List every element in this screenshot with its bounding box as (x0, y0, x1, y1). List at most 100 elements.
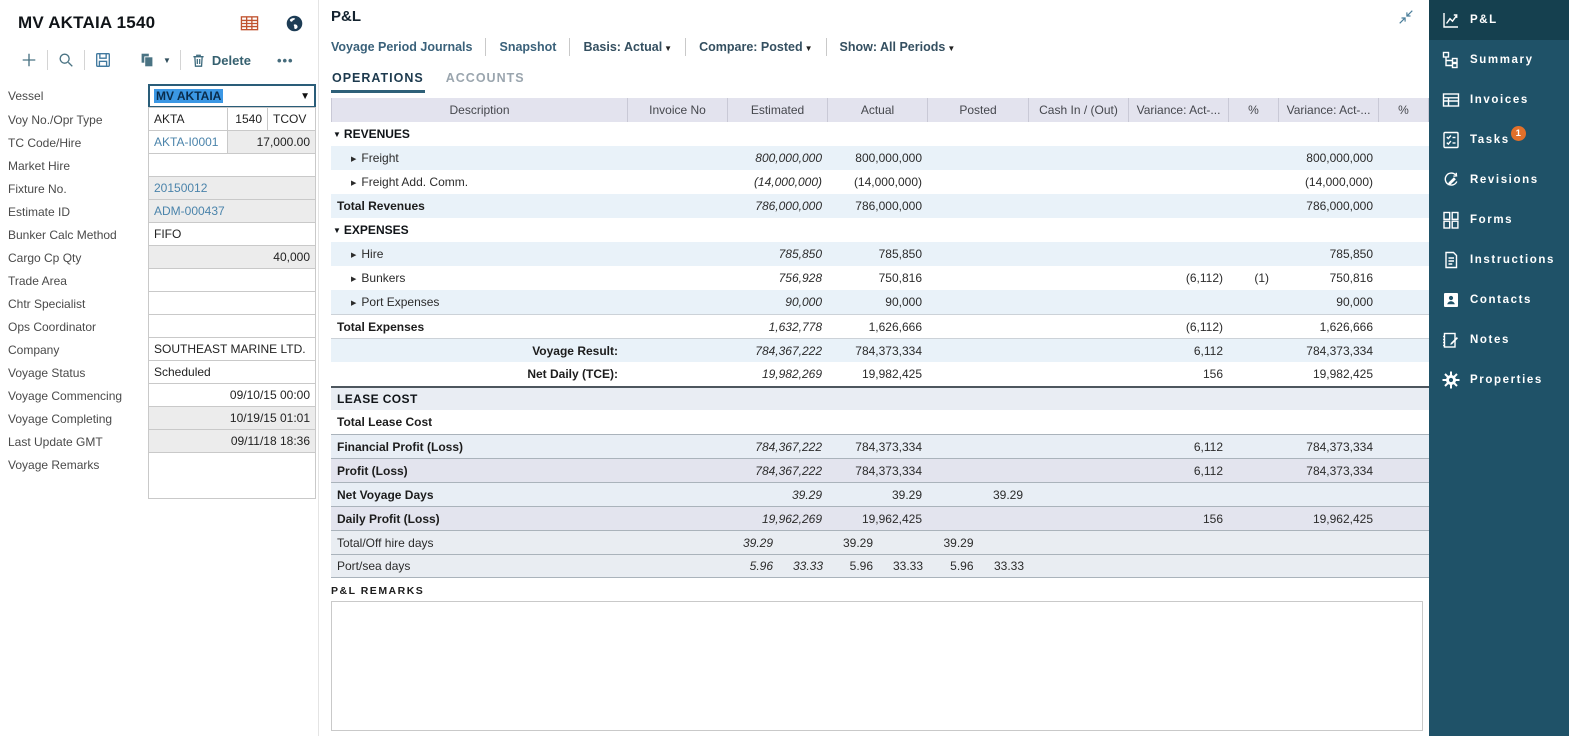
field-input-ops-coordinator[interactable] (148, 314, 316, 338)
sidebar-item-revisions[interactable]: Revisions (1429, 160, 1569, 200)
field-input-voyage-commencing[interactable]: 09/10/15 00:00 (148, 383, 316, 407)
field-label: Market Hire (8, 158, 71, 173)
add-button[interactable] (20, 51, 38, 69)
pnl-title: P&L (331, 8, 361, 25)
sidebar-item-notes[interactable]: Notes (1429, 320, 1569, 360)
table-row: Total Expenses 1,632,778 1,626,666 (6,112) 1… (331, 314, 1429, 338)
field-input-voyage-status[interactable]: Scheduled (148, 360, 316, 384)
sidebar-item-p-l[interactable]: P&L (1429, 0, 1569, 40)
field-input-voyage-remarks[interactable] (148, 452, 316, 499)
row-label-bunkers[interactable]: ▶ Bunkers (351, 271, 406, 285)
collapse-triangle-icon: ▼ (333, 130, 341, 139)
table-row: Daily Profit (Loss) 19,962,269 19,962,425 1… (331, 506, 1429, 530)
field-input-last-update-gmt[interactable]: 09/11/18 18:36 (148, 429, 316, 453)
cell-est: 786,000,000 (755, 199, 822, 213)
sidebar-item-properties[interactable]: Properties (1429, 360, 1569, 400)
delete-button[interactable]: Delete (190, 52, 251, 69)
search-button[interactable] (57, 51, 75, 69)
tc-code-link[interactable]: AKTA-I0001 (154, 135, 219, 149)
column-header[interactable]: Invoice No (628, 98, 728, 122)
cell-posted-part: 33.33 (993, 559, 1024, 573)
field-input-company[interactable]: SOUTHEAST MARINE LTD. (148, 337, 316, 361)
table-icon[interactable] (240, 14, 259, 33)
field-row-company: Company SOUTHEAST MARINE LTD. (8, 337, 318, 361)
column-header[interactable]: Cash In / (Out) (1029, 98, 1129, 122)
row-label-hire[interactable]: ▶ Hire (351, 247, 384, 261)
more-button[interactable]: ••• (276, 52, 294, 68)
sidebar-item-invoices[interactable]: Invoices (1429, 80, 1569, 120)
field-row-fixture-no: Fixture No. 20150012 (8, 176, 318, 200)
sidebar-item-contacts[interactable]: Contacts (1429, 280, 1569, 320)
cell-est-part (778, 536, 828, 550)
vessel-select[interactable]: MV AKTAIA ▼ (148, 84, 316, 108)
vessel-selected-value: MV AKTAIA (154, 89, 224, 103)
column-header[interactable]: Estimated (728, 98, 828, 122)
cell-act: 39.29 (828, 536, 928, 550)
cell-act: 19,982,425 (861, 367, 922, 381)
expand-triangle-icon: ▶ (351, 156, 357, 163)
sidebar-item-instructions[interactable]: Instructions (1429, 240, 1569, 280)
field-input-chtr-specialist[interactable] (148, 291, 316, 315)
cell-act: 784,373,334 (855, 463, 922, 478)
field-label: Ops Coordinator (8, 319, 97, 334)
copy-button[interactable]: ▼ (138, 51, 171, 69)
field-input-voy-no-opr-type[interactable]: AKTA 1540 TCOV (148, 107, 316, 131)
sidebar-item-forms[interactable]: Forms (1429, 200, 1569, 240)
row-label-expenses[interactable]: ▼ EXPENSES (333, 223, 409, 237)
pnl-remarks-input[interactable] (331, 601, 1423, 731)
row-label-port-expenses[interactable]: ▶ Port Expenses (351, 295, 440, 309)
filter-show-all-periods[interactable]: Show: All Periods ▼ (839, 40, 956, 54)
field-part-value[interactable]: 17,000.00 (227, 131, 315, 153)
field-input-market-hire[interactable] (148, 153, 316, 177)
cell-variance-posted: 19,962,425 (1312, 511, 1373, 526)
field-input-estimate-id[interactable]: ADM-000437 (148, 199, 316, 223)
sidebar-item-label: Tasks (1470, 134, 1510, 146)
column-header[interactable]: Variance: Act-... (1279, 98, 1379, 122)
row-label-freight[interactable]: ▶ Freight (351, 151, 399, 165)
cell-est: 5.96 33.33 (728, 559, 828, 573)
row-label-freight-add-comm[interactable]: ▶ Freight Add. Comm. (351, 175, 469, 189)
cell-posted: 39.29 (992, 487, 1023, 502)
field-part-value: AKTA (154, 112, 185, 126)
field-value[interactable]: 20150012 (154, 181, 208, 195)
column-header[interactable]: Actual (828, 98, 928, 122)
field-input-cargo-cp-qty[interactable]: 40,000 (148, 245, 316, 269)
save-button[interactable] (94, 51, 112, 69)
column-header[interactable]: % (1379, 98, 1429, 122)
link-snapshot[interactable]: Snapshot (499, 40, 557, 54)
field-input-bunker-calc-method[interactable]: FIFO (148, 222, 316, 246)
tab-operations[interactable]: OPERATIONS (331, 68, 425, 93)
link-voyage-period-journals[interactable]: Voyage Period Journals (331, 40, 473, 54)
field-label: Cargo Cp Qty (8, 250, 82, 265)
row-label-total-revenues: Total Revenues (337, 199, 425, 213)
field-input-trade-area[interactable] (148, 268, 316, 292)
field-value: SOUTHEAST MARINE LTD. (154, 342, 306, 356)
field-value (149, 269, 315, 291)
field-value[interactable]: ADM-000437 (154, 204, 225, 218)
column-header[interactable]: Description (331, 98, 628, 122)
tab-accounts[interactable]: ACCOUNTS (445, 71, 525, 85)
table-row: Net Voyage Days 39.29 39.29 39.29 (331, 482, 1429, 506)
sidebar-item-summary[interactable]: Summary (1429, 40, 1569, 80)
column-header[interactable]: % (1229, 98, 1279, 122)
filter-compare-posted[interactable]: Compare: Posted ▼ (699, 40, 813, 54)
collapse-icon[interactable] (1397, 8, 1415, 26)
row-label-net-voyage-days: Net Voyage Days (337, 487, 434, 502)
sidebar-item-tasks[interactable]: Tasks 1 (1429, 120, 1569, 160)
field-label: Chtr Specialist (8, 296, 86, 311)
cell-variance-posted: 750,816 (1329, 271, 1373, 285)
field-input-voyage-completing[interactable]: 10/19/15 01:01 (148, 406, 316, 430)
cell-posted-part (979, 536, 1030, 550)
globe-icon[interactable] (285, 14, 304, 33)
field-value: Scheduled (154, 365, 211, 379)
column-header[interactable]: Variance: Act-... (1129, 98, 1229, 122)
field-input-fixture-no[interactable]: 20150012 (148, 176, 316, 200)
cell-est: 784,367,222 (755, 439, 822, 454)
cell-est-part: 39.29 (742, 535, 773, 550)
filter-basis-actual[interactable]: Basis: Actual ▼ (583, 40, 673, 54)
field-row-estimate-id: Estimate ID ADM-000437 (8, 199, 318, 223)
row-label-revenues[interactable]: ▼ REVENUES (333, 127, 410, 141)
cell-act: 784,373,334 (855, 439, 922, 454)
row-label-profit-loss: Profit (Loss) (337, 463, 408, 478)
column-header[interactable]: Posted (928, 98, 1029, 122)
